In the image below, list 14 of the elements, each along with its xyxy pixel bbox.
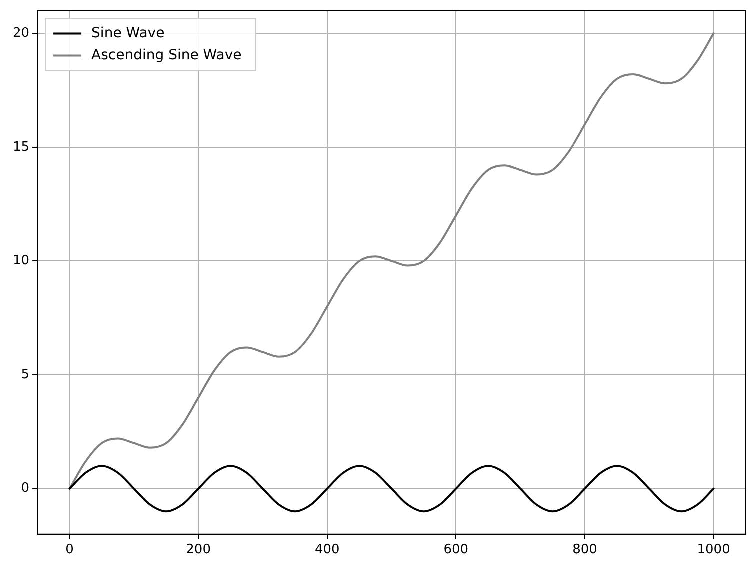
- legend-label: Ascending Sine Wave: [92, 47, 242, 64]
- y-tick-label: 5: [21, 367, 30, 382]
- y-tick-label: 0: [21, 481, 30, 496]
- x-tick-label: 0: [66, 542, 74, 558]
- x-tick-label: 200: [186, 542, 211, 558]
- x-tick-label: 1000: [697, 542, 730, 558]
- legend-label: Sine Wave: [92, 25, 165, 42]
- x-tick-label: 800: [572, 542, 598, 558]
- line-series: [68, 465, 715, 513]
- x-tick-label: 400: [314, 542, 340, 558]
- y-tick-label: 10: [12, 254, 30, 269]
- x-tick-label: 600: [444, 542, 469, 558]
- y-tick-label: 20: [12, 26, 30, 41]
- y-tick-label: 15: [12, 140, 30, 155]
